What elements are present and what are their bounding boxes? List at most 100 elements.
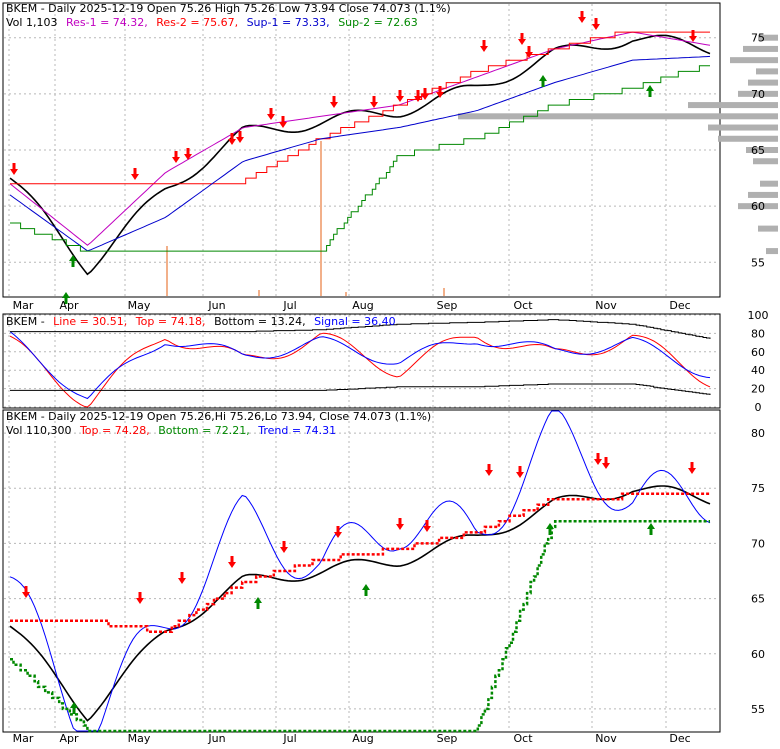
x-tick-label-dec: Dec	[669, 299, 690, 312]
trend-header-bottom: Bottom = 72.21,	[158, 424, 250, 437]
trend-header-trend: Trend = 74.31	[257, 424, 336, 437]
osc-header-top: Top = 74.18,	[135, 315, 206, 328]
volume-profile-bar	[718, 135, 778, 142]
volume-profile-bar	[766, 248, 778, 255]
buy-arrow	[646, 85, 654, 97]
series-res-1	[9, 31, 711, 246]
volume-profile-bar	[688, 102, 778, 109]
sell-arrow	[436, 86, 444, 98]
sell-arrow	[396, 90, 404, 102]
price-header-title: BKEM - Daily 2025-12-19 Open 75.26 High …	[6, 2, 451, 15]
x-tick-label-dec: Dec	[669, 732, 690, 745]
sell-arrow	[516, 466, 524, 478]
x-tick-label-sep: Sep	[437, 299, 458, 312]
osc-series-top	[10, 319, 711, 339]
series-sup-2	[10, 65, 710, 252]
x-tick-label-mar: Mar	[13, 732, 34, 745]
buy-arrow	[546, 523, 554, 535]
y-tick-label: 0	[755, 401, 762, 414]
y-tick-label: 70	[751, 88, 765, 101]
price-header-vol: Vol 1,103	[6, 16, 57, 29]
volume-profile-bar	[738, 203, 778, 210]
sell-arrow	[592, 18, 600, 30]
x-tick-label-aug: Aug	[352, 299, 373, 312]
y-tick-label: 60	[751, 200, 765, 213]
x-tick-label-nov: Nov	[595, 732, 617, 745]
x-tick-label-apr: Apr	[59, 732, 79, 745]
sell-arrow	[370, 96, 378, 108]
sell-arrow	[414, 90, 422, 102]
volume-profile-bar	[758, 34, 778, 41]
sell-arrow	[131, 168, 139, 180]
volume-profile-bar	[748, 79, 778, 86]
volume-profile-bar	[758, 225, 778, 232]
x-tick-label-aug: Aug	[352, 732, 373, 745]
price-header-sup2: Sup-2 = 72.63	[338, 16, 418, 29]
sell-arrow	[10, 163, 18, 175]
trend-series-top	[10, 492, 710, 633]
volume-profile-bar	[708, 124, 778, 131]
y-tick-label: 60	[751, 346, 765, 359]
osc-header-title: BKEM -	[6, 315, 45, 328]
sell-arrow	[421, 88, 429, 100]
trend-lines	[9, 410, 711, 733]
volume-profile-bar	[458, 113, 778, 120]
sell-arrow	[228, 556, 236, 568]
series-res-2	[10, 31, 710, 185]
trend-header-vol: Vol 110,300	[6, 424, 71, 437]
volume-profile-bar	[746, 147, 778, 153]
y-tick-label: 70	[751, 537, 765, 550]
sell-arrow	[525, 46, 533, 58]
trend-series-trend	[9, 410, 711, 732]
x-tick-label-mar: Mar	[13, 299, 34, 312]
x-tick-label-jul: Jul	[282, 732, 296, 745]
x-tick-label-nov: Nov	[595, 299, 617, 312]
y-tick-label: 80	[751, 427, 765, 440]
volume-bar	[320, 141, 322, 296]
price-header-res2: Res-2 = 75.67,	[156, 16, 238, 29]
sell-arrow	[689, 30, 697, 42]
y-tick-label: 20	[751, 383, 765, 396]
volume-bars	[166, 141, 445, 296]
volume-bar	[443, 288, 445, 296]
osc-header-signal: Signal = 36.40	[314, 315, 396, 328]
x-tick-label-may: May	[128, 299, 151, 312]
sell-arrow	[594, 453, 602, 465]
sell-arrow	[602, 457, 610, 469]
buy-arrow	[254, 597, 262, 609]
sell-arrow	[688, 462, 696, 474]
sell-arrow	[228, 133, 236, 145]
volume-profile-bar	[738, 90, 778, 97]
sell-arrow	[172, 151, 180, 163]
series-sup-1	[9, 55, 711, 252]
sell-arrow	[396, 518, 404, 530]
oscillator-lines	[9, 319, 711, 408]
sell-arrow	[184, 148, 192, 160]
sell-arrow	[22, 586, 30, 598]
price-panel: 75 70 65 60 55 Mar Apr May Jun Jul Aug Sep Oct Nov De…	[2, 2, 778, 312]
x-tick-label-oct: Oct	[513, 732, 533, 745]
sell-arrow	[518, 33, 526, 45]
osc-series-bottom	[10, 383, 711, 395]
volume-profile-bar	[743, 45, 778, 52]
x-tick-label-apr: Apr	[59, 299, 79, 312]
y-tick-label: 55	[751, 256, 765, 269]
osc-series-line	[9, 332, 711, 408]
y-tick-label: 65	[751, 593, 765, 606]
svg-text:Vol 110,300 Top = 74.28,: Vol 110,300 Top = 74.28, Bottom = 72.21,…	[6, 424, 336, 437]
y-tick-label: 80	[751, 327, 765, 340]
sell-arrow	[280, 541, 288, 553]
volume-bar	[258, 290, 260, 296]
sell-arrow	[578, 11, 586, 23]
price-lines	[9, 31, 711, 276]
price-y-ticks: 75 70 65 60 55	[751, 32, 765, 270]
trend-x-ticks: Mar Apr May Jun Jul Aug Sep Oct Nov Dec	[13, 732, 691, 745]
y-tick-label: 65	[751, 144, 765, 157]
trend-header-title: BKEM - Daily 2025-12-19 Open 75.26,Hi 75…	[6, 410, 431, 423]
sell-arrow	[330, 96, 338, 108]
trend-panel: 80 75 70 65 60 55 Mar Apr May Jun Jul Aug Sep Oct Nov…	[2, 409, 765, 745]
osc-header-bottom: Bottom = 13.24,	[214, 315, 306, 328]
sell-arrow	[485, 464, 493, 476]
volume-bar	[166, 246, 168, 296]
